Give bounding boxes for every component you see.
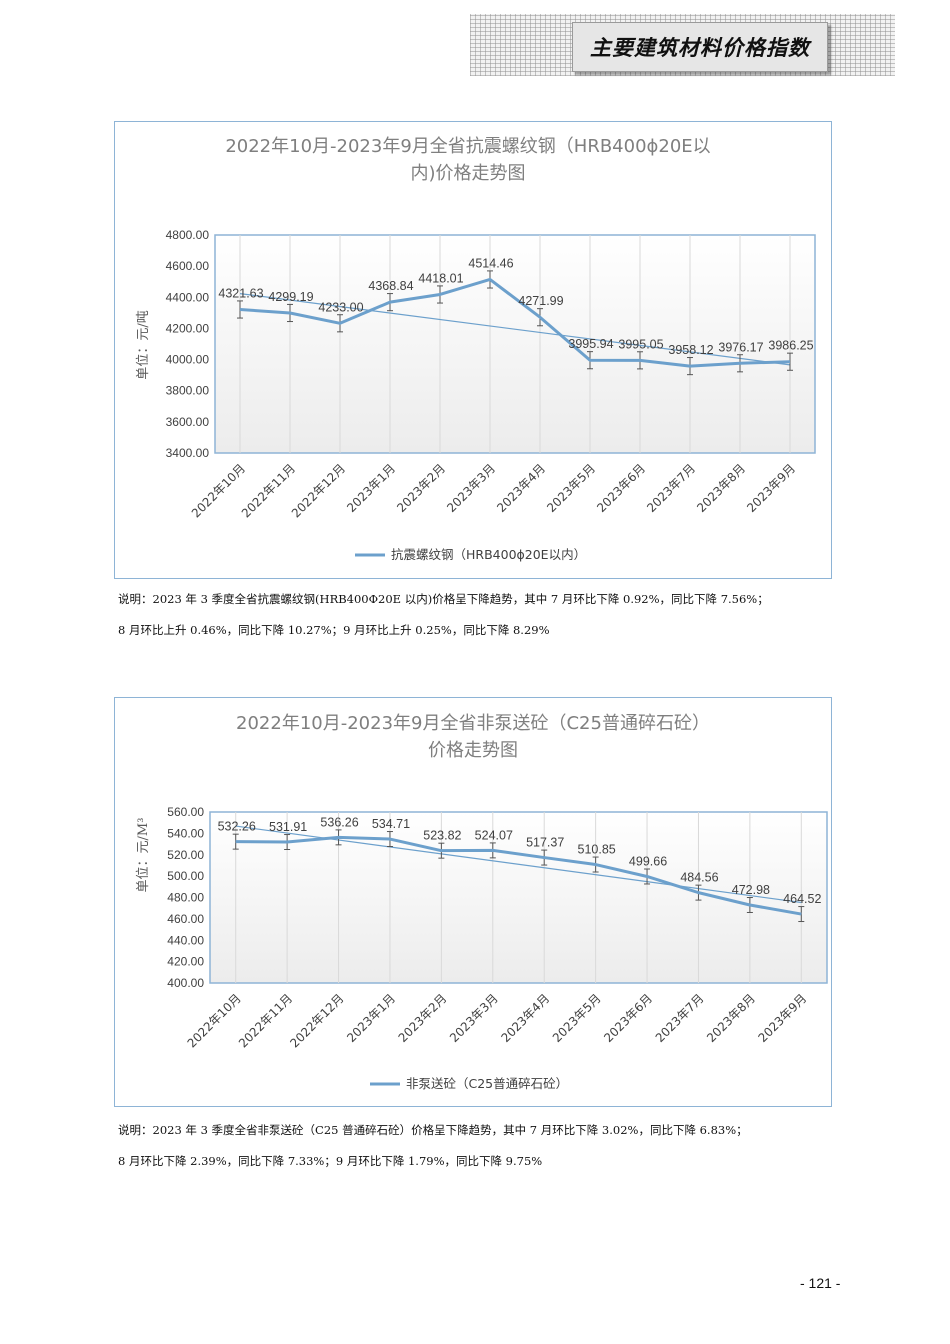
y-tick-label: 420.00	[167, 955, 204, 969]
chart-rebar-svg: 2022年10月-2023年9月全省抗震螺纹钢（HRB400ϕ20E以 内)价格…	[136, 136, 816, 562]
data-label: 523.82	[423, 829, 461, 843]
x-tick-label: 2023年6月	[594, 461, 648, 515]
chart-title-line1: 2022年10月-2023年9月全省非泵送砼（C25普通碎石砼）	[236, 713, 710, 734]
y-tick-label: 4800.00	[166, 228, 210, 242]
y-tick-label: 4200.00	[166, 321, 210, 335]
data-label: 4368.84	[368, 279, 413, 293]
data-label: 464.52	[783, 892, 821, 906]
data-label: 536.26	[320, 815, 358, 829]
x-tick-label: 2023年5月	[550, 991, 604, 1045]
y-tick-label: 460.00	[167, 912, 204, 926]
chart1-note-line1: 说明：2023 年 3 季度全省抗震螺纹钢(HRB400Φ20E 以内)价格呈下…	[118, 592, 769, 606]
data-label: 484.56	[680, 871, 718, 885]
x-tick-label: 2023年8月	[694, 461, 748, 515]
y-tick-label: 480.00	[167, 891, 204, 905]
y-tick-label: 4000.00	[166, 353, 210, 367]
data-label: 4514.46	[468, 256, 513, 270]
chart-title-line2: 价格走势图	[428, 740, 518, 761]
x-tick-label: 2023年2月	[396, 991, 450, 1045]
x-tick-label: 2023年1月	[344, 461, 398, 515]
data-label: 4418.01	[418, 271, 463, 285]
x-tick-label: 2023年3月	[447, 991, 501, 1045]
x-tick-label: 2022年12月	[287, 991, 346, 1050]
chart-concrete-svg: 2022年10月-2023年9月全省非泵送砼（C25普通碎石砼） 价格走势图 单…	[136, 713, 828, 1091]
chart1-note-line2: 8 月环比上升 0.46%，同比下降 10.27%；9 月环比上升 0.25%，…	[118, 623, 550, 637]
data-label: 3995.05	[618, 337, 663, 351]
data-label: 532.26	[218, 820, 256, 834]
x-tick-label: 2023年4月	[498, 991, 552, 1045]
plot-group: 400.00 420.00 440.00 460.00 480.00 500.00 520.…	[167, 805, 828, 1091]
chart2-note-line1: 说明：2023 年 3 季度全省非泵送砼（C25 普通碎石砼）价格呈下降趋势，其…	[118, 1123, 748, 1137]
chart-title-line1: 2022年10月-2023年9月全省抗震螺纹钢（HRB400ϕ20E以	[225, 136, 710, 157]
x-tick-label: 2023年4月	[494, 461, 548, 515]
data-label: 472.98	[732, 883, 770, 897]
data-label: 4299.19	[268, 290, 313, 304]
header-title: 主要建筑材料价格指数	[590, 36, 810, 60]
y-tick-label: 540.00	[167, 826, 204, 840]
plot-area	[214, 234, 816, 454]
y-tick-label: 4600.00	[166, 259, 210, 273]
y-tick-label: 3400.00	[166, 446, 210, 460]
x-tick-label: 2023年7月	[653, 991, 707, 1045]
data-label: 531.91	[269, 820, 307, 834]
x-tick-label: 2022年12月	[289, 461, 348, 520]
data-label: 4271.99	[518, 294, 563, 308]
y-tick-label: 400.00	[167, 976, 204, 990]
chart-rebar-price-trend: 2022年10月-2023年9月全省抗震螺纹钢（HRB400ϕ20E以 内)价格…	[114, 121, 832, 579]
y-axis-label: 单位：元/M³	[136, 818, 151, 893]
data-label: 4233.00	[318, 300, 363, 314]
x-tick-label: 2023年9月	[756, 991, 810, 1045]
y-tick-label: 3600.00	[166, 415, 210, 429]
x-tick-label: 2023年5月	[544, 461, 598, 515]
y-tick-label: 500.00	[167, 869, 204, 883]
x-tick-label: 2023年7月	[644, 461, 698, 515]
data-label: 534.71	[372, 817, 410, 831]
data-label: 499.66	[629, 854, 667, 868]
legend-label: 非泵送砼（C25普通碎石砼）	[406, 1076, 568, 1091]
page-number: - 121 -	[800, 1275, 841, 1291]
data-label: 524.07	[475, 828, 513, 842]
y-tick-label: 520.00	[167, 848, 204, 862]
data-label: 3976.17	[718, 340, 763, 354]
x-tick-label: 2023年6月	[601, 991, 655, 1045]
data-label: 517.37	[526, 836, 564, 850]
plot-area	[209, 811, 828, 984]
plot-group: 3400.00 3600.00 3800.00 4000.00 4200.00 4400.…	[166, 228, 816, 562]
series-line	[239, 277, 791, 368]
y-tick-label: 4400.00	[166, 290, 210, 304]
data-label: 3986.25	[768, 339, 813, 353]
data-label: 3995.94	[568, 337, 613, 351]
chart2-note-line2: 8 月环比下降 2.39%，同比下降 7.33%；9 月环比下降 1.79%，同…	[118, 1154, 543, 1168]
x-tick-label: 2022年11月	[236, 991, 295, 1050]
y-tick-label: 560.00	[167, 805, 204, 819]
trendline	[239, 293, 791, 366]
y-tick-label: 440.00	[167, 933, 204, 947]
y-tick-label: 3800.00	[166, 384, 210, 398]
series-line	[235, 835, 802, 916]
x-tick-label: 2023年9月	[744, 461, 798, 515]
header-title-box: 主要建筑材料价格指数	[572, 22, 828, 72]
x-tick-label: 2023年1月	[344, 991, 398, 1045]
data-label: 510.85	[578, 843, 616, 857]
x-tick-label: 2023年3月	[444, 461, 498, 515]
x-tick-label: 2022年10月	[185, 991, 244, 1050]
y-axis-label: 单位：元/吨	[136, 310, 151, 379]
x-tick-label: 2023年2月	[394, 461, 448, 515]
legend-label: 抗震螺纹钢（HRB400ϕ20E以内）	[391, 547, 586, 562]
chart-concrete-price-trend: 2022年10月-2023年9月全省非泵送砼（C25普通碎石砼） 价格走势图 单…	[114, 697, 832, 1107]
data-label: 4321.63	[218, 286, 263, 300]
data-label: 3958.12	[668, 343, 713, 357]
x-tick-label: 2023年8月	[704, 991, 758, 1045]
chart-title-line2: 内)价格走势图	[410, 163, 525, 184]
